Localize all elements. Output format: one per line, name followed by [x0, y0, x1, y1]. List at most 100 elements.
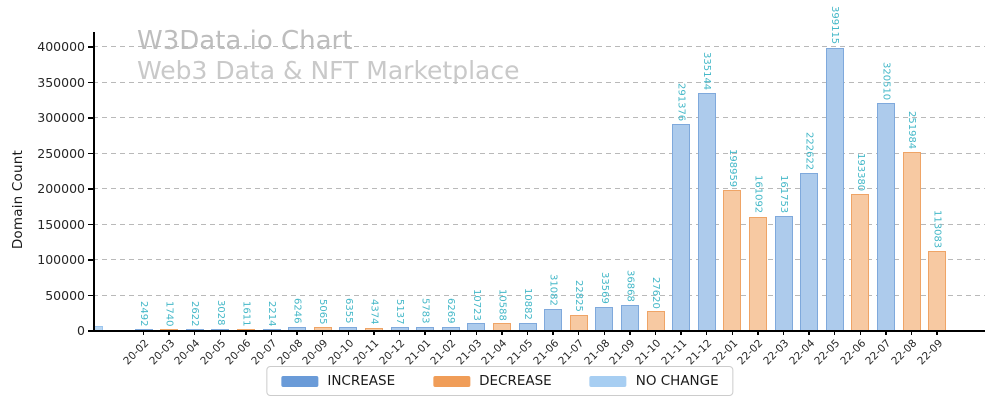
- y-axis-label: Domain Count: [10, 150, 26, 250]
- x-tick-mark: [782, 331, 785, 335]
- x-tick-label: 21-05: [505, 337, 536, 368]
- bar-22-02: [748, 216, 767, 331]
- bar-22-07: [876, 103, 895, 331]
- x-tick-mark: [526, 331, 529, 335]
- x-tick-label: 21-03: [454, 337, 485, 368]
- bar-value-label: 198959: [726, 148, 738, 187]
- bar-value-label: 10588: [496, 288, 508, 321]
- x-tick-mark: [859, 331, 861, 335]
- bar-value-label: 2214: [266, 300, 277, 326]
- x-tick-label: 21-08: [582, 337, 613, 368]
- y-tick-mark: [88, 259, 93, 261]
- x-tick-mark: [654, 331, 657, 335]
- x-tick-label: 21-07: [556, 337, 587, 368]
- x-tick-label: 20-06: [223, 337, 254, 368]
- x-tick-label: 22-06: [838, 337, 869, 368]
- x-tick-mark: [424, 331, 426, 335]
- plot-area: 2492 1740 2622 3028 1611 2214 6246 5065 6355 4374…: [88, 6, 985, 335]
- x-tick-label: 22-05: [812, 337, 843, 368]
- x-tick-mark: [296, 331, 298, 335]
- bar-value-label: 222622: [803, 131, 815, 170]
- y-tick-mark: [88, 81, 93, 84]
- legend-swatch-increase: [281, 375, 319, 387]
- bar-value-label: 31082: [547, 274, 559, 306]
- x-tick-mark: [578, 331, 580, 335]
- y-tick-mark: [88, 223, 93, 226]
- bar-value-label: 1611: [240, 300, 252, 326]
- bar-value-label: 10723: [470, 288, 482, 321]
- x-tick-mark: [168, 331, 170, 335]
- bar-value-label: 33569: [598, 272, 610, 305]
- x-tick-label: 22-08: [889, 337, 920, 368]
- x-tick-mark: [603, 331, 605, 335]
- bar-22-03: [774, 216, 793, 331]
- y-axis-spine: [93, 32, 95, 331]
- bar-21-09: [620, 304, 639, 331]
- bar-22-09: [928, 250, 947, 331]
- x-tick-label: 22-03: [761, 337, 792, 368]
- bar-21-08: [595, 307, 614, 331]
- x-tick-mark: [706, 331, 708, 335]
- legend-label: INCREASE: [327, 373, 396, 389]
- x-tick-mark: [347, 331, 349, 335]
- bar-value-label: 161092: [752, 175, 764, 214]
- x-tick-mark: [552, 331, 554, 335]
- y-tick-mark: [88, 152, 93, 155]
- bar-21-07: [569, 314, 588, 331]
- x-tick-label: 20-02: [121, 337, 152, 368]
- x-tick-mark: [834, 331, 836, 335]
- legend: INCREASE DECREASE NO CHANGE: [266, 366, 734, 396]
- x-tick-mark: [936, 331, 938, 335]
- x-tick-label: 22-04: [786, 337, 817, 368]
- gridline: [93, 188, 985, 189]
- x-tick-label: 20-11: [351, 337, 382, 368]
- x-tick-label: 20-03: [146, 337, 177, 368]
- x-tick-label: 21-11: [658, 337, 689, 368]
- bar-value-label: 22825: [573, 279, 585, 312]
- y-tick-mark: [88, 117, 93, 119]
- bar-value-label: 399115: [829, 6, 841, 45]
- x-tick-label: 21-10: [633, 337, 664, 368]
- x-tick-label: 20-05: [198, 337, 229, 368]
- gridline: [93, 152, 985, 154]
- legend-item-increase: INCREASE: [281, 373, 395, 389]
- bar-value-label: 251984: [906, 110, 917, 150]
- y-tick-label: 350000: [37, 74, 85, 90]
- chart-subtitle: Web3 Data & NFT Marketplace: [137, 56, 520, 85]
- bar-21-12: [697, 93, 716, 331]
- bar-value-label: 36868: [624, 270, 636, 302]
- x-tick-mark: [373, 331, 375, 335]
- bar-value-label: 27620: [650, 276, 661, 309]
- x-tick-label: 20-12: [377, 337, 408, 368]
- x-tick-mark: [219, 331, 221, 335]
- x-tick-mark: [450, 331, 452, 335]
- gridline: [93, 223, 985, 225]
- x-tick-label: 20-09: [300, 337, 331, 368]
- bar-value-label: 5783: [419, 298, 431, 324]
- bar-22-05: [825, 47, 844, 331]
- x-tick-label: 21-12: [684, 337, 715, 368]
- bar-value-label: 2492: [138, 300, 149, 326]
- bar-21-06: [544, 308, 563, 331]
- y-tick-mark: [88, 188, 93, 190]
- x-tick-mark: [194, 331, 196, 335]
- bar-value-label: 320510: [880, 62, 892, 101]
- y-tick-label: 250000: [37, 145, 85, 161]
- bar-22-06: [851, 193, 870, 331]
- x-tick-label: 22-07: [863, 337, 894, 368]
- legend-swatch-decrease: [433, 375, 471, 387]
- bar-value-label: 3028: [214, 300, 226, 326]
- chart-title: W3Data.io Chart: [137, 26, 353, 56]
- x-tick-label: 21-06: [530, 337, 561, 368]
- x-axis-spine: [93, 330, 985, 332]
- y-tick-label: 100000: [37, 252, 85, 267]
- legend-item-no_change: NO CHANGE: [589, 373, 719, 389]
- x-tick-label: 21-04: [479, 337, 510, 368]
- x-tick-label: 21-02: [428, 337, 459, 368]
- x-tick-label: 20-07: [249, 337, 280, 368]
- bar-value-label: 5065: [317, 298, 329, 325]
- bar-value-label: 161753: [778, 174, 789, 214]
- y-tick-label: 200000: [37, 181, 85, 196]
- legend-label: NO CHANGE: [635, 373, 719, 389]
